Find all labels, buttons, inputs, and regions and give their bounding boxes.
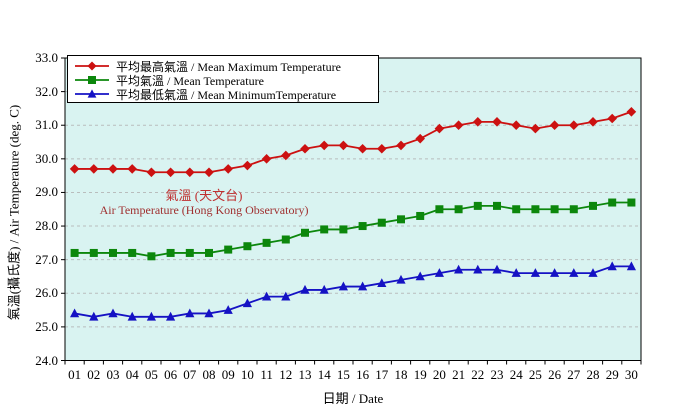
x-tick-label: 23	[490, 367, 504, 382]
legend-label-mean: 平均氣溫 / Mean Temperature	[116, 73, 264, 88]
legend-label-mean-max: 平均最高氣溫 / Mean Maximum Temperature	[116, 59, 341, 74]
x-axis-title: 日期 / Date	[322, 391, 384, 406]
x-tick-label: 19	[413, 367, 427, 382]
x-tick-label: 29	[605, 367, 619, 382]
x-tick-label: 05	[144, 367, 158, 382]
x-tick-label: 07	[183, 367, 197, 382]
x-tick-label: 30	[624, 367, 638, 382]
y-tick-label: 31.0	[35, 117, 58, 133]
x-tick-label: 02	[87, 367, 101, 382]
x-tick-label: 04	[125, 367, 139, 382]
x-tick-label: 08	[202, 367, 216, 382]
x-tick-label: 14	[317, 367, 331, 382]
x-tick-label: 17	[375, 367, 389, 382]
x-tick-label: 22	[471, 367, 485, 382]
y-tick-label: 24.0	[35, 352, 58, 368]
legend-row-mean-max: 平均最高氣溫 / Mean Maximum Temperature	[74, 59, 372, 74]
x-tick-label: 20	[432, 367, 446, 382]
y-axis-title: 氣溫(攝氏度) / Air Temperature (deg. C)	[6, 104, 22, 321]
annotation: 氣溫 (天文台) Air Temperature (Hong Kong Obse…	[88, 188, 320, 218]
x-tick-label: 15	[336, 367, 350, 382]
x-tick-label: 27	[567, 367, 581, 382]
y-tick-label: 30.0	[35, 150, 58, 166]
x-tick-label: 26	[548, 367, 562, 382]
x-tick-label: 24	[509, 367, 523, 382]
legend-label-mean-min: 平均最低氣溫 / Mean MinimumTemperature	[116, 87, 337, 102]
legend-row-mean-min: 平均最低氣溫 / Mean MinimumTemperature	[74, 87, 372, 102]
x-tick-label: 21	[452, 367, 466, 382]
annotation-english: Air Temperature (Hong Kong Observatory)	[99, 202, 309, 217]
x-tick-label: 13	[298, 367, 312, 382]
y-tick-label: 29.0	[35, 184, 58, 200]
y-tick-label: 33.0	[35, 50, 58, 65]
legend: 平均最高氣溫 / Mean Maximum Temperature 平均氣溫 /…	[67, 55, 379, 103]
y-tick-label: 28.0	[35, 218, 58, 234]
y-tick-label: 25.0	[35, 318, 58, 334]
x-tick-label: 11	[260, 367, 273, 382]
x-tick-label: 06	[164, 367, 178, 382]
x-tick-label: 12	[279, 367, 293, 382]
y-tick-label: 27.0	[35, 251, 58, 267]
x-tick-label: 03	[106, 367, 120, 382]
x-tick-label: 09	[221, 367, 235, 382]
mean-min-marker-icon	[75, 89, 109, 98]
x-tick-label: 10	[240, 367, 254, 382]
y-tick-label: 32.0	[35, 83, 58, 99]
y-tick-label: 26.0	[35, 285, 58, 301]
mean-max-marker-icon	[75, 61, 109, 71]
legend-row-mean: 平均氣溫 / Mean Temperature	[74, 73, 372, 88]
annotation-chinese: 氣溫 (天文台)	[165, 188, 243, 203]
x-tick-label: 16	[356, 367, 370, 382]
mean-marker-icon	[75, 76, 109, 84]
x-tick-label: 01	[68, 367, 82, 382]
x-tick-label: 28	[586, 367, 600, 382]
x-tick-label: 25	[528, 367, 542, 382]
x-tick-label: 18	[394, 367, 408, 382]
